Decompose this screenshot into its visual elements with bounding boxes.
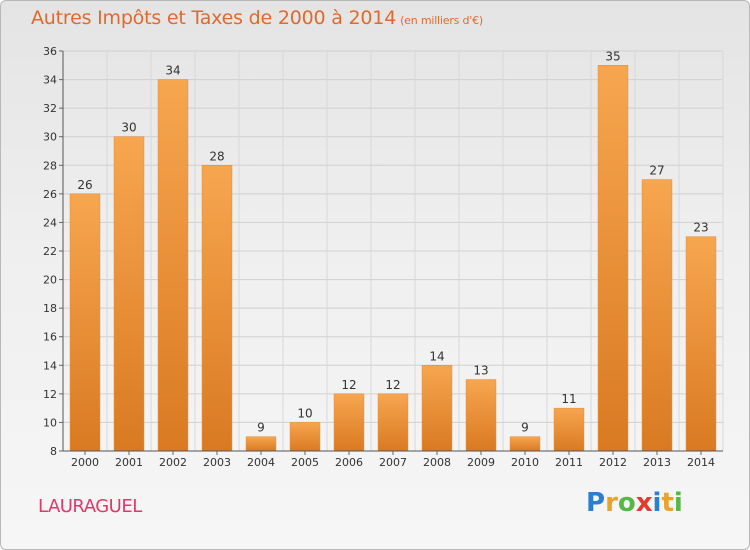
bar <box>641 179 673 452</box>
bar-value-label: 13 <box>473 364 488 378</box>
bar-value-label: 9 <box>521 421 529 435</box>
bar <box>597 65 629 452</box>
x-tick-label: 2005 <box>291 456 319 469</box>
bars <box>69 65 717 452</box>
y-tick-label: 26 <box>43 188 57 201</box>
bar-value-label: 27 <box>649 164 664 178</box>
y-tick-label: 14 <box>43 359 57 372</box>
bar <box>201 165 233 452</box>
chart-title-unit: (en milliers d'€) <box>400 14 483 27</box>
chart-title: Autres Impôts et Taxes de 2000 à 2014 (en… <box>31 7 483 29</box>
y-tick-label: 32 <box>43 102 57 115</box>
y-tick-label: 18 <box>43 302 57 315</box>
bar <box>509 436 541 452</box>
bar-value-label: 9 <box>257 421 265 435</box>
y-tick-label: 30 <box>43 131 57 144</box>
bar <box>685 236 717 452</box>
bar <box>245 436 277 452</box>
x-tick-label: 2014 <box>687 456 715 469</box>
y-tick-label: 28 <box>43 159 57 172</box>
logo-letter: o <box>617 488 636 518</box>
bar-value-label: 34 <box>165 64 180 78</box>
x-tick-label: 2013 <box>643 456 671 469</box>
x-tick-label: 2000 <box>71 456 99 469</box>
x-tick-label: 2004 <box>247 456 275 469</box>
axes <box>59 50 723 455</box>
logo-letter: i <box>652 488 662 518</box>
bar-value-label: 23 <box>693 221 708 235</box>
bar <box>69 193 101 452</box>
commune-name: LAURAGUEL <box>38 496 142 517</box>
logo-letter: P <box>586 488 606 518</box>
bar <box>113 136 145 452</box>
y-tick-label: 8 <box>50 445 57 458</box>
bar <box>157 79 189 452</box>
proxiti-logo: Proxiti <box>586 488 683 518</box>
y-tick-label: 16 <box>43 331 57 344</box>
logo-letter: x <box>635 488 653 518</box>
bar-value-label: 12 <box>385 378 400 392</box>
bar <box>421 365 453 452</box>
x-tick-label: 2002 <box>159 456 187 469</box>
x-tick-label: 2008 <box>423 456 451 469</box>
y-tick-label: 36 <box>43 45 57 58</box>
x-tick-label: 2012 <box>599 456 627 469</box>
x-tick-label: 2011 <box>555 456 583 469</box>
bar-value-label: 10 <box>297 406 312 420</box>
logo-letter: r <box>605 488 618 518</box>
y-tick-label: 34 <box>43 74 57 87</box>
x-tick-label: 2009 <box>467 456 495 469</box>
bar <box>553 407 585 452</box>
logo-letter: i <box>673 488 683 518</box>
x-tick-label: 2007 <box>379 456 407 469</box>
bar-value-label: 35 <box>605 49 620 63</box>
bar-value-label: 11 <box>561 392 576 406</box>
bar-value-label: 28 <box>209 149 224 163</box>
y-tick-label: 24 <box>43 216 57 229</box>
y-tick-label: 20 <box>43 274 57 287</box>
bar-value-label: 12 <box>341 378 356 392</box>
logo-letter: t <box>661 488 674 518</box>
labels: 8 10 12 14 16 18 20 22 24 26 28 30 32 34 36 26 2000 30 200… <box>43 45 715 469</box>
x-tick-label: 2003 <box>203 456 231 469</box>
y-tick-label: 10 <box>43 416 57 429</box>
x-tick-label: 2006 <box>335 456 363 469</box>
y-tick-label: 12 <box>43 388 57 401</box>
bar <box>377 393 409 452</box>
x-tick-label: 2001 <box>115 456 143 469</box>
bar-value-label: 30 <box>121 121 136 135</box>
bar <box>465 379 497 452</box>
bar-value-label: 26 <box>77 178 92 192</box>
x-tick-label: 2010 <box>511 456 539 469</box>
y-tick-label: 22 <box>43 245 57 258</box>
bar <box>289 422 321 452</box>
bar-value-label: 14 <box>429 349 444 363</box>
chart-title-text: Autres Impôts et Taxes de 2000 à 2014 <box>31 7 397 29</box>
bar <box>333 393 365 452</box>
